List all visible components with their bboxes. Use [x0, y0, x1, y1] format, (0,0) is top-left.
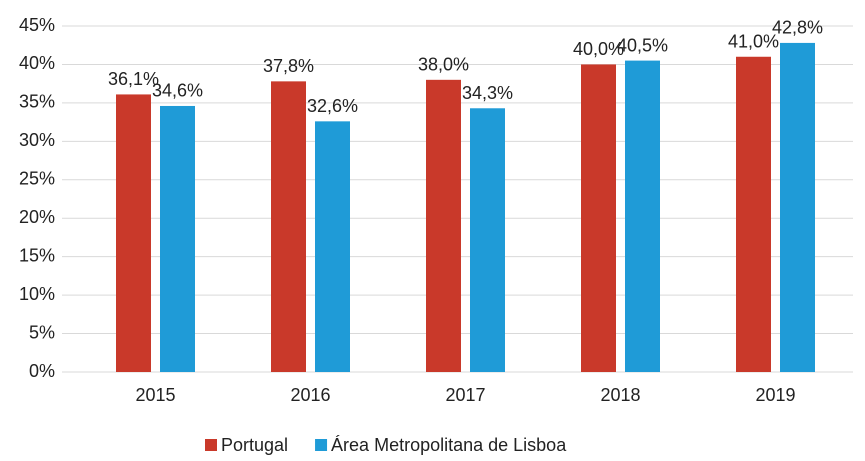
bar: [470, 108, 505, 372]
data-label: 42,8%: [772, 18, 823, 38]
bar: [581, 64, 616, 372]
data-label: 32,6%: [307, 96, 358, 116]
bar: [780, 42, 815, 372]
bar: [736, 56, 771, 372]
y-tick-label: 40%: [19, 53, 55, 73]
data-label: 40,5%: [617, 35, 668, 55]
data-label: 40,0%: [573, 39, 624, 59]
bar: [426, 79, 461, 373]
y-tick-label: 10%: [19, 284, 55, 304]
y-tick-label: 35%: [19, 92, 55, 112]
y-tick-label: 15%: [19, 245, 55, 265]
data-label: 34,3%: [462, 83, 513, 103]
legend-swatch: [315, 439, 328, 451]
legend-swatch: [205, 439, 217, 451]
x-tick-label: 2015: [135, 385, 175, 405]
data-label: 36,1%: [108, 69, 159, 89]
x-tick-label: 2019: [755, 385, 795, 405]
bar: [116, 94, 151, 372]
y-tick-label: 25%: [19, 169, 55, 189]
y-tick-label: 45%: [19, 15, 55, 35]
data-label: 41,0%: [728, 32, 779, 52]
bar: [315, 121, 350, 372]
bar: [160, 105, 195, 372]
x-tick-label: 2017: [445, 385, 485, 405]
x-tick-label: 2018: [600, 385, 640, 405]
legend-label: Área Metropolitana de Lisboa: [331, 435, 567, 455]
y-tick-label: 30%: [19, 130, 55, 150]
bar: [625, 60, 660, 372]
data-label: 37,8%: [263, 56, 314, 76]
y-tick-label: 0%: [29, 361, 55, 381]
bar: [271, 81, 306, 373]
data-label: 38,0%: [418, 55, 469, 75]
legend-label: Portugal: [221, 435, 288, 455]
x-tick-label: 2016: [290, 385, 330, 405]
data-label: 34,6%: [152, 81, 203, 101]
y-tick-label: 5%: [29, 322, 55, 342]
y-tick-label: 20%: [19, 207, 55, 227]
